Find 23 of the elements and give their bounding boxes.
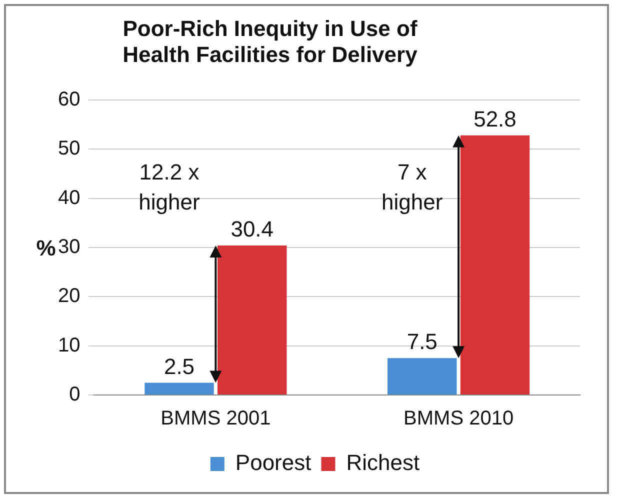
- x-tick-label: BMMS 2010: [404, 408, 514, 430]
- y-tick-label: 30: [58, 236, 80, 258]
- y-tick-label: 50: [58, 138, 80, 160]
- bar: [144, 382, 214, 394]
- y-axis-title: %: [36, 236, 56, 261]
- bar: [460, 135, 530, 394]
- y-tick-label: 0: [69, 384, 80, 406]
- annotation: 12.2 x higher: [138, 160, 200, 215]
- data-label: 52.8: [474, 106, 516, 132]
- y-tick-label: 60: [58, 88, 80, 111]
- legend-label: Poorest: [235, 450, 312, 476]
- y-tick-label: 10: [58, 334, 80, 356]
- chart-title: Poor-Rich Inequity in Use of Health Facilities for Delivery: [122, 16, 418, 68]
- legend-label: Richest: [346, 450, 420, 476]
- x-tick-label: BMMS 2001: [160, 408, 271, 430]
- bar: [218, 246, 287, 394]
- annotation: 7 x higher: [382, 160, 443, 215]
- data-label: 30.4: [230, 216, 274, 242]
- data-label: 7.5: [406, 329, 438, 354]
- y-tick-label: 40: [58, 186, 80, 209]
- data-label: 2.5: [164, 354, 195, 379]
- bar: [388, 358, 457, 394]
- y-tick-label: 20: [58, 285, 80, 308]
